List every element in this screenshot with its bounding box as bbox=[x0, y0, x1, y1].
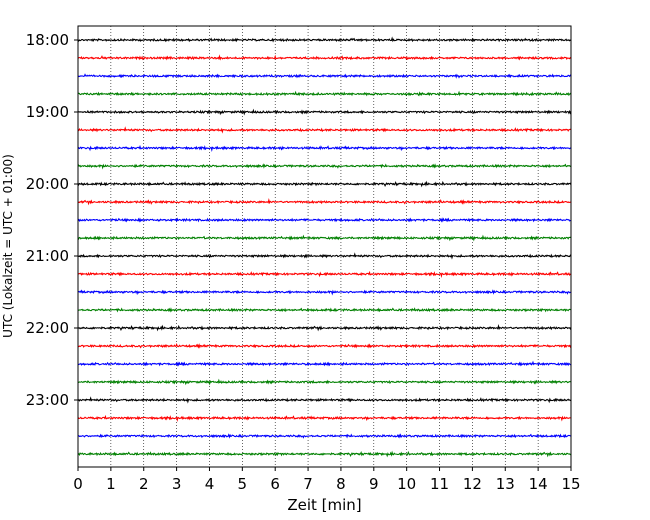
y-tick-label-0: 18:00 bbox=[26, 31, 69, 49]
trace-2015 bbox=[77, 197, 572, 206]
x-axis-label: Zeit [min] bbox=[287, 496, 361, 514]
trace-1845 bbox=[77, 90, 572, 97]
x-tick-label-4: 4 bbox=[205, 475, 215, 493]
x-tick-label-2: 2 bbox=[139, 475, 149, 493]
trace-1830 bbox=[77, 73, 572, 79]
trace-2230 bbox=[77, 360, 572, 367]
trace-1930 bbox=[77, 144, 572, 152]
trace-2030 bbox=[77, 217, 572, 223]
trace-1945 bbox=[77, 163, 572, 170]
trace-1915 bbox=[77, 126, 572, 134]
x-tick-label-15: 15 bbox=[561, 475, 580, 493]
x-tick-label-12: 12 bbox=[463, 475, 482, 493]
trace-2245 bbox=[77, 378, 572, 386]
y-axis-label: UTC (Lokalzeit = UTC + 01:00) bbox=[1, 154, 15, 338]
plot-background bbox=[78, 26, 571, 467]
trace-2330 bbox=[77, 433, 572, 439]
x-axis-ticks: 0 1 2 3 4 5 6 7 8 9 10 11 12 13 14 15 bbox=[73, 467, 581, 493]
y-axis-ticks: 18:00 19:00 20:00 21:00 22:00 23:00 bbox=[26, 31, 78, 409]
seismic-traces bbox=[77, 36, 572, 458]
x-tick-label-6: 6 bbox=[270, 475, 280, 493]
x-tick-label-14: 14 bbox=[529, 475, 548, 493]
trace-2000 bbox=[77, 180, 572, 188]
y-tick-label-1: 19:00 bbox=[26, 103, 69, 121]
x-tick-label-7: 7 bbox=[303, 475, 313, 493]
trace-2145 bbox=[77, 307, 572, 313]
trace-1900 bbox=[77, 108, 572, 116]
trace-2100 bbox=[77, 252, 572, 260]
x-tick-label-13: 13 bbox=[496, 475, 515, 493]
trace-1800 bbox=[77, 36, 572, 43]
trace-2200 bbox=[77, 323, 572, 332]
trace-2045 bbox=[77, 234, 572, 242]
plot-frame bbox=[77, 25, 572, 468]
x-tick-label-11: 11 bbox=[430, 475, 449, 493]
y-tick-label-4: 22:00 bbox=[26, 319, 69, 337]
x-tick-label-8: 8 bbox=[336, 475, 346, 493]
x-tick-label-0: 0 bbox=[73, 475, 83, 493]
trace-2115 bbox=[77, 270, 572, 278]
y-tick-label-2: 20:00 bbox=[26, 175, 69, 193]
y-tick-label-5: 23:00 bbox=[26, 391, 69, 409]
x-tick-label-1: 1 bbox=[106, 475, 116, 493]
x-tick-label-10: 10 bbox=[397, 475, 416, 493]
x-tick-label-5: 5 bbox=[238, 475, 248, 493]
x-tick-label-9: 9 bbox=[369, 475, 379, 493]
trace-2130 bbox=[77, 289, 572, 296]
x-tick-label-3: 3 bbox=[172, 475, 182, 493]
trace-2300 bbox=[77, 396, 572, 404]
trace-2315 bbox=[77, 414, 572, 422]
trace-2215 bbox=[77, 342, 572, 349]
trace-1815 bbox=[77, 54, 572, 61]
trace-2345 bbox=[77, 450, 572, 458]
y-tick-label-3: 21:00 bbox=[26, 247, 69, 265]
